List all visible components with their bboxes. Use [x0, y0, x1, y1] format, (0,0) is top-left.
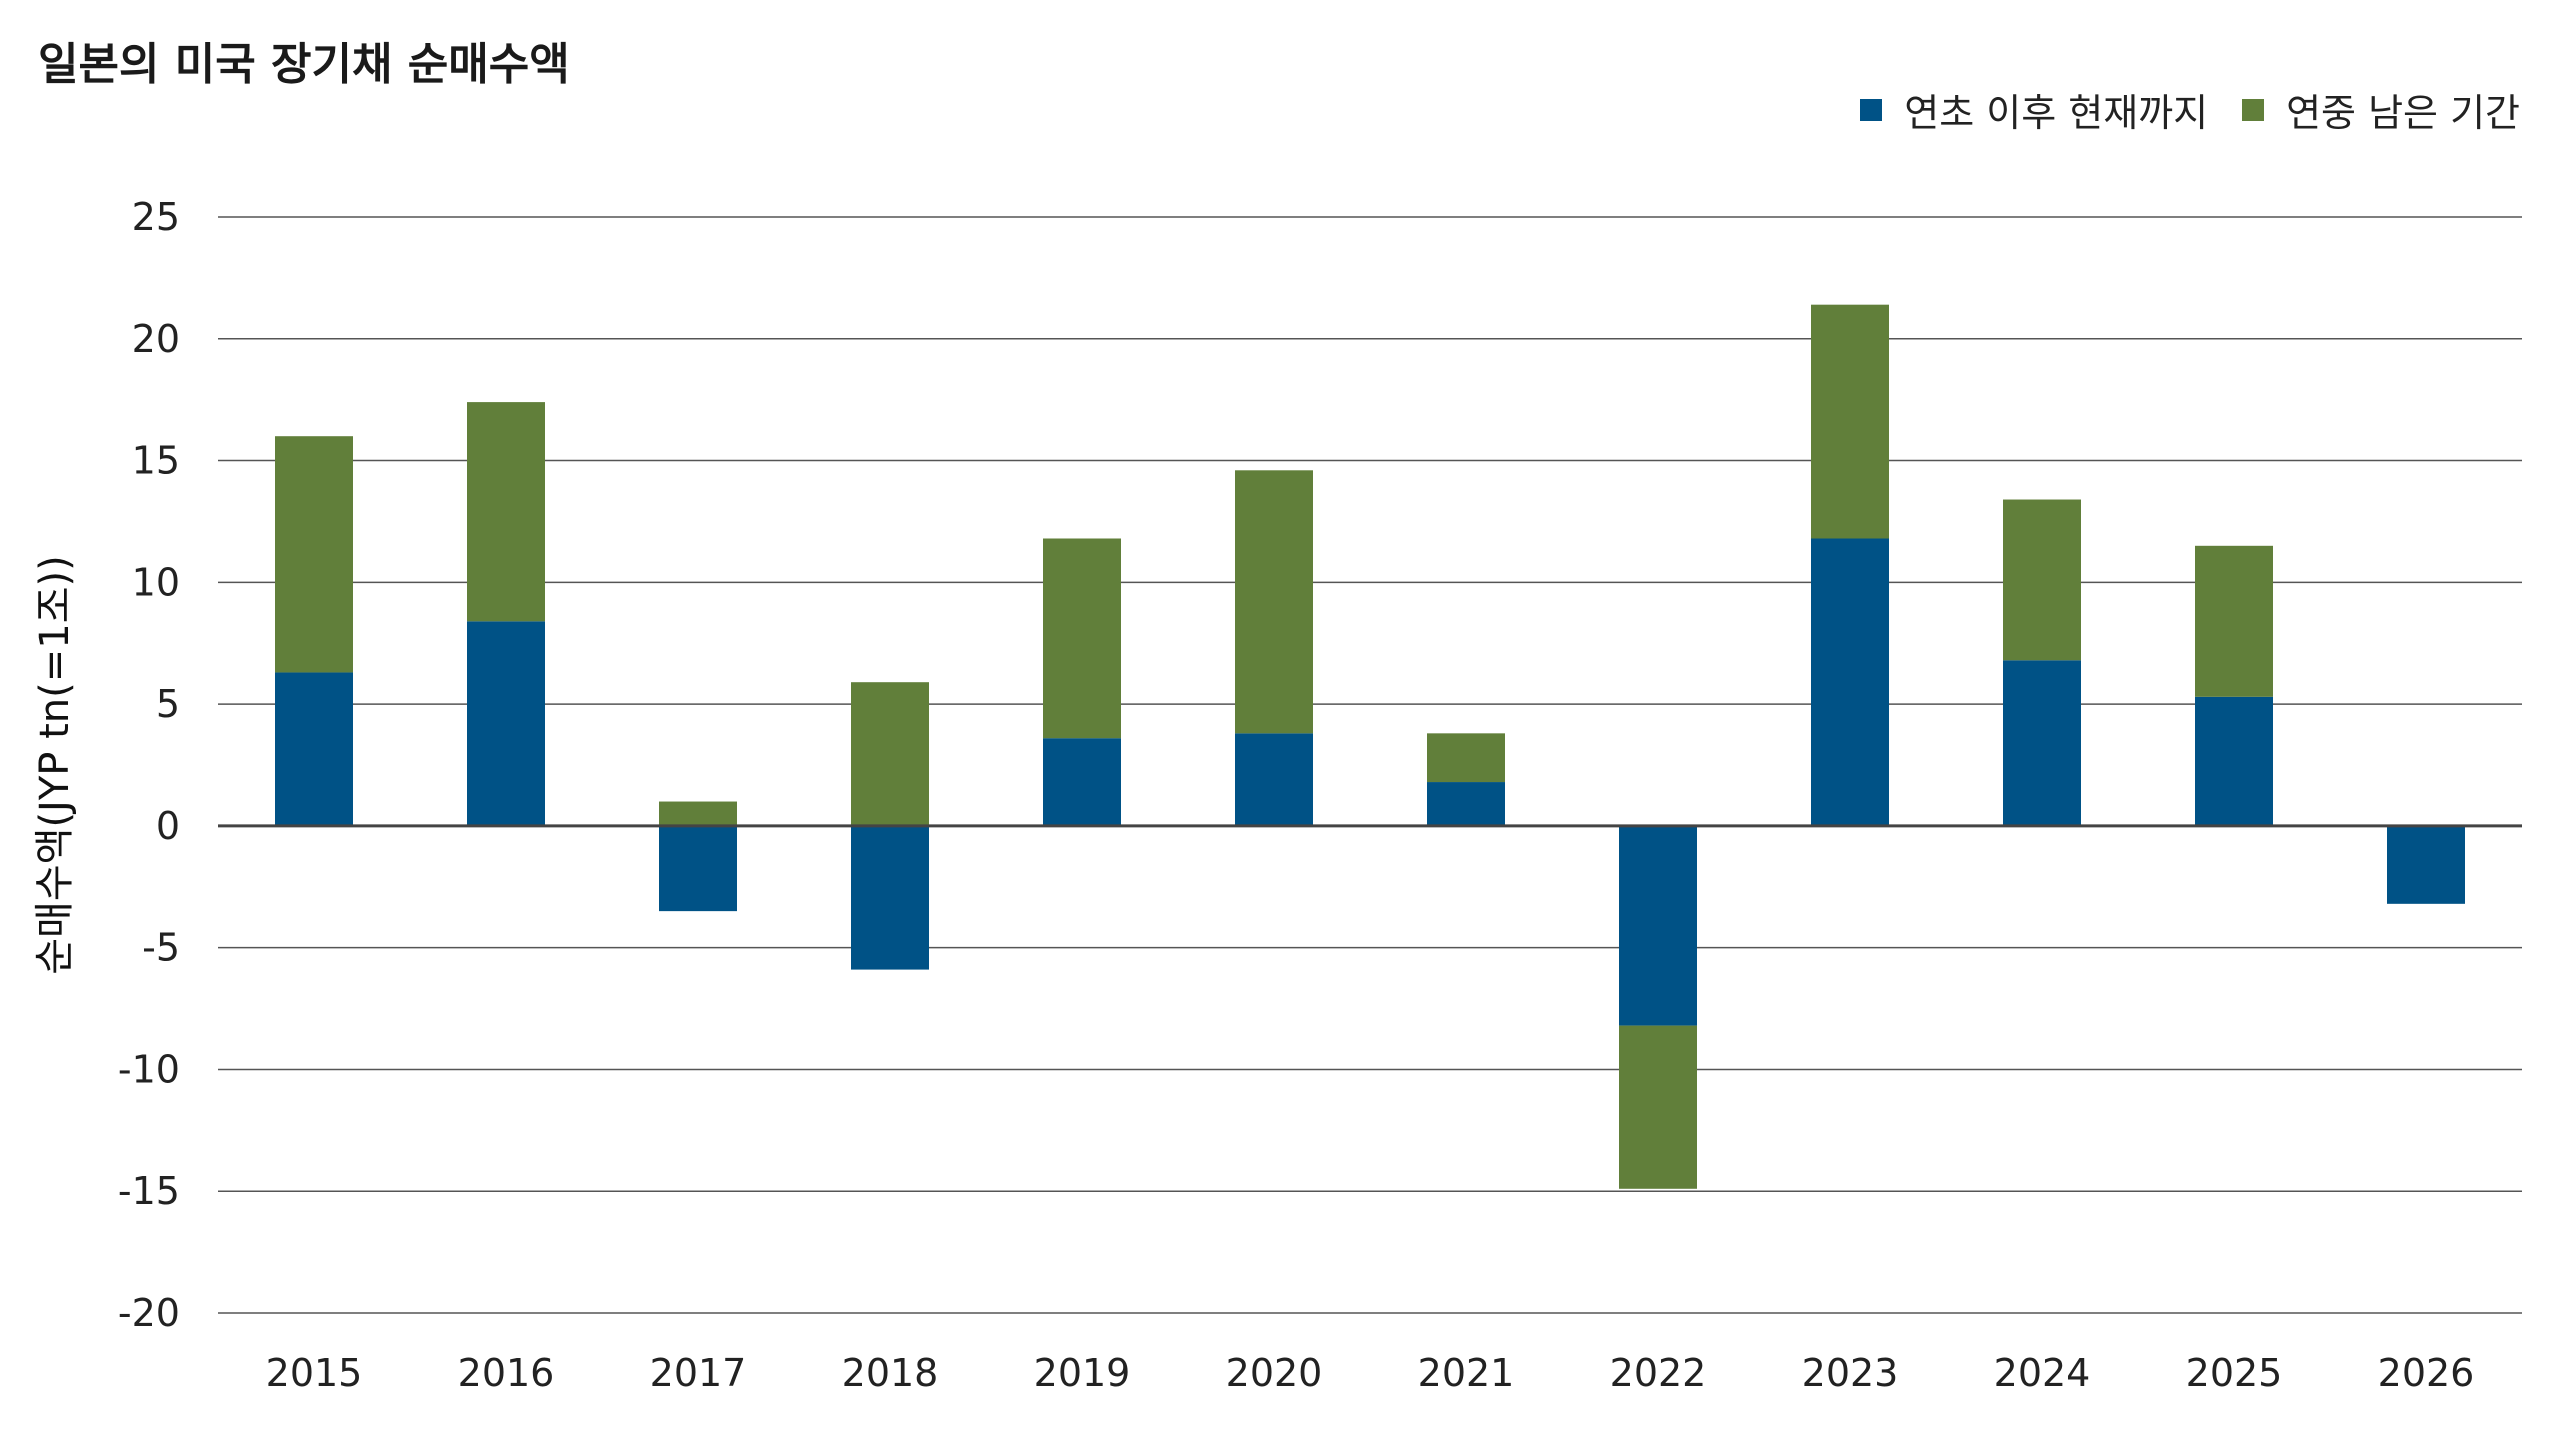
y-tick-label: 5 [156, 682, 180, 726]
legend-item-ytd: 연초 이후 현재까지 [1860, 82, 2208, 137]
y-tick-label: -15 [118, 1169, 180, 1213]
bar-rest-of-year-2020 [1235, 470, 1313, 734]
bar-ytd-2015 [275, 672, 353, 826]
x-tick-label: 2016 [458, 1351, 555, 1395]
bar-ytd-2023 [1811, 538, 1889, 826]
legend-item-rest-of-year: 연중 남은 기간 [2242, 82, 2520, 137]
x-tick-label: 2020 [1226, 1351, 1323, 1395]
bar-rest-of-year-2023 [1811, 304, 1889, 539]
y-tick-label: 15 [132, 439, 180, 483]
bar-ytd-2021 [1427, 782, 1505, 826]
y-tick-label: -10 [118, 1047, 180, 1091]
x-tick-label: 2025 [2186, 1351, 2283, 1395]
bar-rest-of-year-2019 [1043, 538, 1121, 739]
y-tick-label: 20 [132, 317, 180, 361]
x-tick-label: 2018 [842, 1351, 939, 1395]
x-tick-label: 2026 [2378, 1351, 2475, 1395]
y-tick-label: 10 [132, 560, 180, 604]
bar-ytd-2025 [2195, 696, 2273, 826]
legend-swatch-rest-of-year [2242, 98, 2265, 121]
bars-layer [275, 304, 2465, 1189]
chart-title: 일본의 미국 장기채 순매수액 [38, 39, 570, 90]
bar-ytd-2016 [467, 621, 545, 826]
bar-rest-of-year-2021 [1427, 733, 1505, 783]
bar-ytd-2022 [1619, 825, 1697, 1026]
y-tick-label: -5 [142, 926, 180, 970]
bar-ytd-2020 [1235, 733, 1313, 826]
bar-rest-of-year-2018 [851, 682, 929, 826]
bar-rest-of-year-2015 [275, 436, 353, 673]
x-tick-label: 2017 [650, 1351, 747, 1395]
legend-label-ytd: 연초 이후 현재까지 [1904, 91, 2209, 135]
bar-rest-of-year-2022 [1619, 1025, 1697, 1189]
x-tick-label: 2024 [1994, 1351, 2091, 1395]
bar-rest-of-year-2024 [2003, 499, 2081, 661]
grid-layer [218, 216, 2522, 1314]
bar-ytd-2024 [2003, 660, 2081, 826]
bar-rest-of-year-2017 [659, 801, 737, 826]
bar-ytd-2017 [659, 825, 737, 912]
x-tick-label: 2023 [1802, 1351, 1899, 1395]
y-tick-label: 0 [156, 804, 180, 848]
bar-ytd-2018 [851, 825, 929, 970]
y-tick-label: -20 [118, 1291, 180, 1335]
bar-rest-of-year-2025 [2195, 545, 2273, 697]
legend: 연초 이후 현재까지 연중 남은 기간 [1860, 82, 2520, 137]
legend-label-rest-of-year: 연중 남은 기간 [2286, 91, 2520, 135]
x-tick-label: 2021 [1418, 1351, 1515, 1395]
legend-swatch-ytd [1860, 98, 1883, 121]
x-tick-label: 2022 [1610, 1351, 1707, 1395]
y-tick-label: 25 [132, 195, 180, 239]
y-axis-title: 순매수액(JYP tn(=1조)) [32, 555, 78, 975]
x-tick-label: 2015 [266, 1351, 363, 1395]
bar-ytd-2026 [2387, 825, 2465, 904]
bar-ytd-2019 [1043, 738, 1121, 826]
bar-rest-of-year-2016 [467, 402, 545, 622]
x-tick-label: 2019 [1034, 1351, 1131, 1395]
